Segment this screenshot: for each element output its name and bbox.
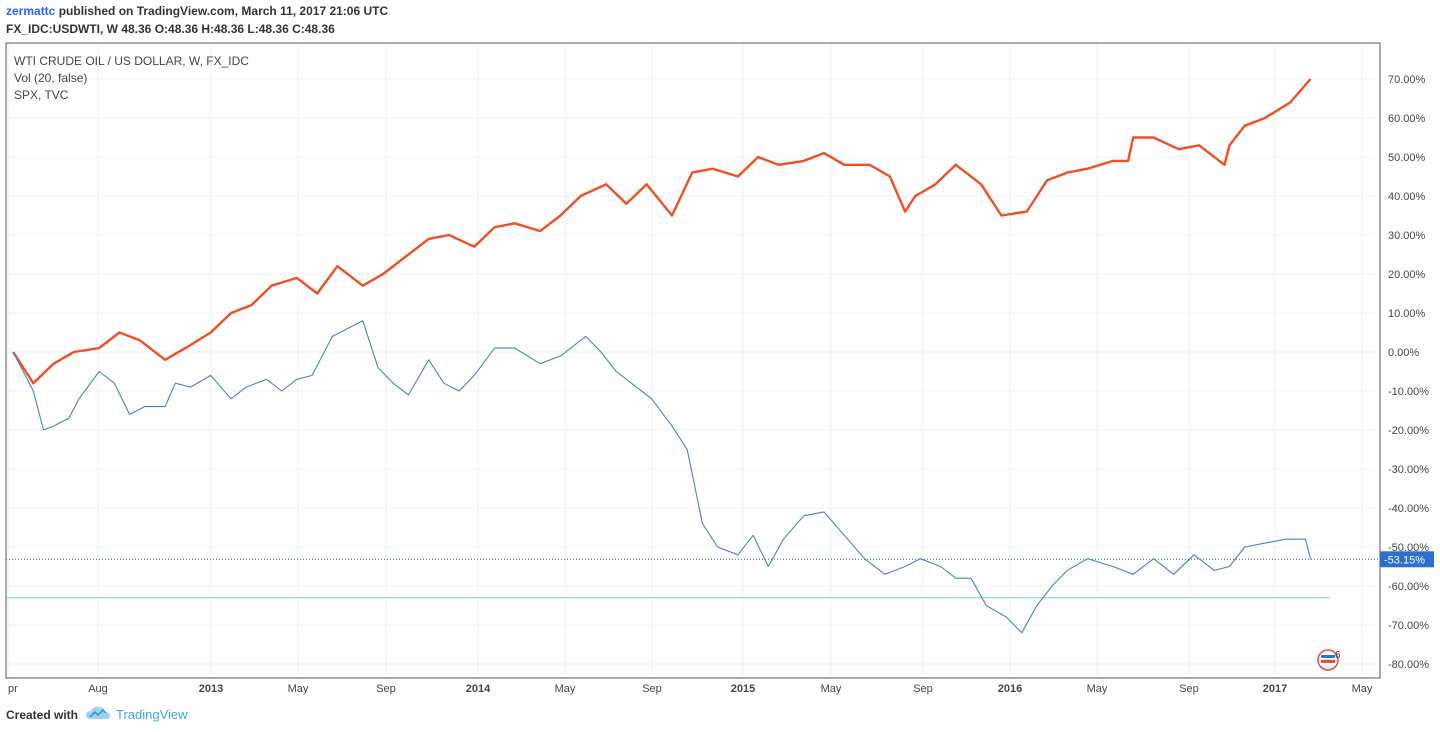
- x-tick-label: 2013: [199, 683, 223, 695]
- y-tick-label: -60.00%: [1388, 581, 1429, 593]
- wti-series-line: [12, 320, 1312, 634]
- last-value-badge: [1380, 551, 1434, 568]
- y-tick-label: 50.00%: [1388, 152, 1426, 164]
- x-tick-label: 2016: [998, 683, 1022, 695]
- y-tick-label: -20.00%: [1388, 425, 1429, 437]
- x-tick-label: Aug: [88, 683, 108, 695]
- legend-entry: Vol (20, false): [14, 71, 87, 85]
- spx-series-line: [12, 78, 1312, 385]
- legend-entry: WTI CRUDE OIL / US DOLLAR, W, FX_IDC: [14, 54, 249, 68]
- events-count: 6: [1335, 650, 1341, 661]
- x-tick-label: Sep: [642, 683, 662, 695]
- author-link[interactable]: zermattc: [6, 4, 56, 18]
- y-tick-label: 30.00%: [1388, 230, 1426, 242]
- x-tick-label: 2015: [731, 683, 755, 695]
- y-tick-label: 40.00%: [1388, 191, 1426, 203]
- y-tick-label: 60.00%: [1388, 113, 1426, 125]
- x-tick-label: May: [555, 683, 576, 695]
- x-tick-label: Sep: [1179, 683, 1199, 695]
- x-tick-label: pr: [8, 683, 18, 695]
- x-tick-label: May: [1352, 683, 1373, 695]
- symbol-info: FX_IDC:USDWTI, W 48.36 O:48.36 H:48.36 L…: [6, 22, 335, 36]
- y-tick-label: -50.00%: [1388, 542, 1429, 554]
- last-value-label: -53.15%: [1384, 554, 1425, 566]
- x-tick-label: 2014: [466, 683, 491, 695]
- y-tick-label: 0.00%: [1388, 347, 1419, 359]
- created-with-label: Created with: [6, 707, 79, 722]
- x-tick-label: Sep: [913, 683, 933, 695]
- x-tick-label: May: [821, 683, 842, 695]
- events-flag-stripe: [1321, 660, 1335, 663]
- legend-entry: SPX, TVC: [14, 88, 69, 102]
- tradingview-cloud-icon: [86, 706, 111, 723]
- tradingview-link[interactable]: TradingView: [116, 707, 188, 722]
- events-flag-stripe: [1321, 655, 1335, 658]
- y-tick-label: 70.00%: [1388, 74, 1426, 86]
- publish-text: published on TradingView.com, March 11, …: [58, 4, 389, 18]
- x-tick-label: May: [1087, 683, 1108, 695]
- y-tick-label: 20.00%: [1388, 269, 1426, 281]
- y-tick-label: -40.00%: [1388, 503, 1429, 515]
- plot-frame: [5, 42, 1381, 679]
- x-tick-label: May: [288, 683, 309, 695]
- y-tick-label: 10.00%: [1388, 308, 1426, 320]
- publish-info: zermattc published on TradingView.com, M…: [6, 4, 388, 18]
- y-tick-label: -70.00%: [1388, 620, 1429, 632]
- y-tick-label: -80.00%: [1388, 659, 1429, 671]
- x-tick-label: Sep: [376, 683, 396, 695]
- x-tick-label: 2017: [1263, 683, 1287, 695]
- footer: Created with TradingView: [6, 706, 188, 723]
- y-tick-label: -10.00%: [1388, 386, 1429, 398]
- y-tick-label: -30.00%: [1388, 464, 1429, 476]
